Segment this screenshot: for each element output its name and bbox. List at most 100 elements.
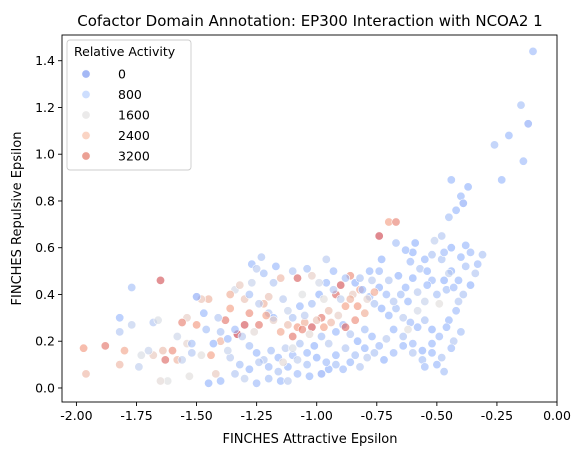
data-point	[326, 317, 336, 327]
data-point	[199, 308, 209, 318]
y-tick-label: 0.0	[35, 380, 55, 395]
data-point	[115, 313, 125, 323]
data-point	[314, 278, 324, 288]
data-point	[273, 367, 283, 377]
data-point	[168, 346, 178, 356]
data-point	[331, 350, 341, 360]
data-point	[427, 348, 437, 358]
data-point	[420, 296, 430, 306]
y-tick-label: 0.8	[35, 193, 55, 208]
data-point	[437, 231, 447, 241]
data-point	[295, 301, 305, 311]
data-point	[453, 275, 463, 285]
data-point	[244, 289, 254, 299]
data-point	[312, 353, 322, 363]
data-point	[336, 280, 346, 290]
data-point	[413, 287, 423, 297]
data-point	[328, 285, 338, 295]
data-point	[504, 131, 514, 141]
data-point	[230, 324, 240, 334]
data-point	[408, 348, 418, 358]
data-point	[268, 278, 278, 288]
data-point	[340, 301, 350, 311]
data-point	[127, 282, 137, 292]
data-point	[389, 296, 399, 306]
data-point	[300, 310, 310, 320]
data-point	[369, 287, 379, 297]
data-point	[403, 324, 413, 334]
data-point	[271, 261, 281, 271]
data-point	[432, 360, 442, 370]
data-point	[389, 324, 399, 334]
data-point	[465, 280, 475, 290]
data-point	[333, 310, 343, 320]
data-point	[340, 273, 350, 283]
data-point	[156, 275, 166, 285]
data-point	[439, 275, 449, 285]
data-point	[264, 292, 274, 302]
data-point	[331, 360, 341, 370]
data-point	[353, 336, 363, 346]
data-point	[465, 247, 475, 257]
data-point	[401, 282, 411, 292]
data-point	[470, 268, 480, 278]
data-point	[439, 247, 449, 257]
data-point	[458, 289, 468, 299]
legend-label: 0	[118, 67, 126, 82]
data-point	[377, 303, 387, 313]
data-point	[304, 371, 314, 381]
data-point	[391, 238, 401, 248]
data-point	[422, 280, 432, 290]
data-point	[432, 289, 442, 299]
data-point	[177, 317, 187, 327]
data-point	[374, 231, 384, 241]
data-point	[316, 331, 326, 341]
data-point	[357, 285, 367, 295]
data-point	[240, 320, 250, 330]
data-point	[160, 355, 170, 365]
data-point	[187, 348, 197, 358]
data-point	[518, 156, 528, 166]
data-point	[458, 198, 468, 208]
data-point	[439, 367, 449, 377]
data-point	[331, 327, 341, 337]
legend-marker	[81, 69, 91, 79]
data-point	[453, 296, 463, 306]
data-point	[446, 343, 456, 353]
legend-frame	[66, 39, 192, 171]
data-point	[302, 264, 312, 274]
data-point	[288, 331, 298, 341]
data-point	[355, 273, 365, 283]
x-axis-label: FINCHES Attractive Epsilon	[223, 432, 398, 447]
data-point	[115, 327, 125, 337]
data-point	[276, 273, 286, 283]
data-point	[408, 273, 418, 283]
data-point	[252, 348, 262, 358]
y-tick-label: 1.0	[35, 147, 55, 162]
data-point	[413, 306, 423, 316]
data-point	[528, 46, 538, 56]
data-point	[192, 320, 202, 330]
data-point	[321, 254, 331, 264]
data-point	[254, 320, 264, 330]
data-point	[240, 374, 250, 384]
data-point	[516, 100, 526, 110]
x-tick-label: -2.00	[60, 408, 92, 423]
x-tick-label: -1.75	[120, 408, 152, 423]
data-point	[437, 353, 447, 363]
data-point	[497, 175, 507, 185]
data-point	[451, 306, 461, 316]
data-point	[115, 360, 125, 370]
data-point	[204, 378, 214, 388]
data-point	[319, 322, 329, 332]
data-point	[328, 266, 338, 276]
data-point	[216, 327, 226, 337]
data-point	[292, 369, 302, 379]
legend-marker	[81, 90, 91, 100]
data-point	[283, 376, 293, 386]
data-point	[187, 339, 197, 349]
data-point	[201, 324, 211, 334]
data-point	[350, 350, 360, 360]
data-point	[292, 273, 302, 283]
data-point	[441, 322, 451, 332]
